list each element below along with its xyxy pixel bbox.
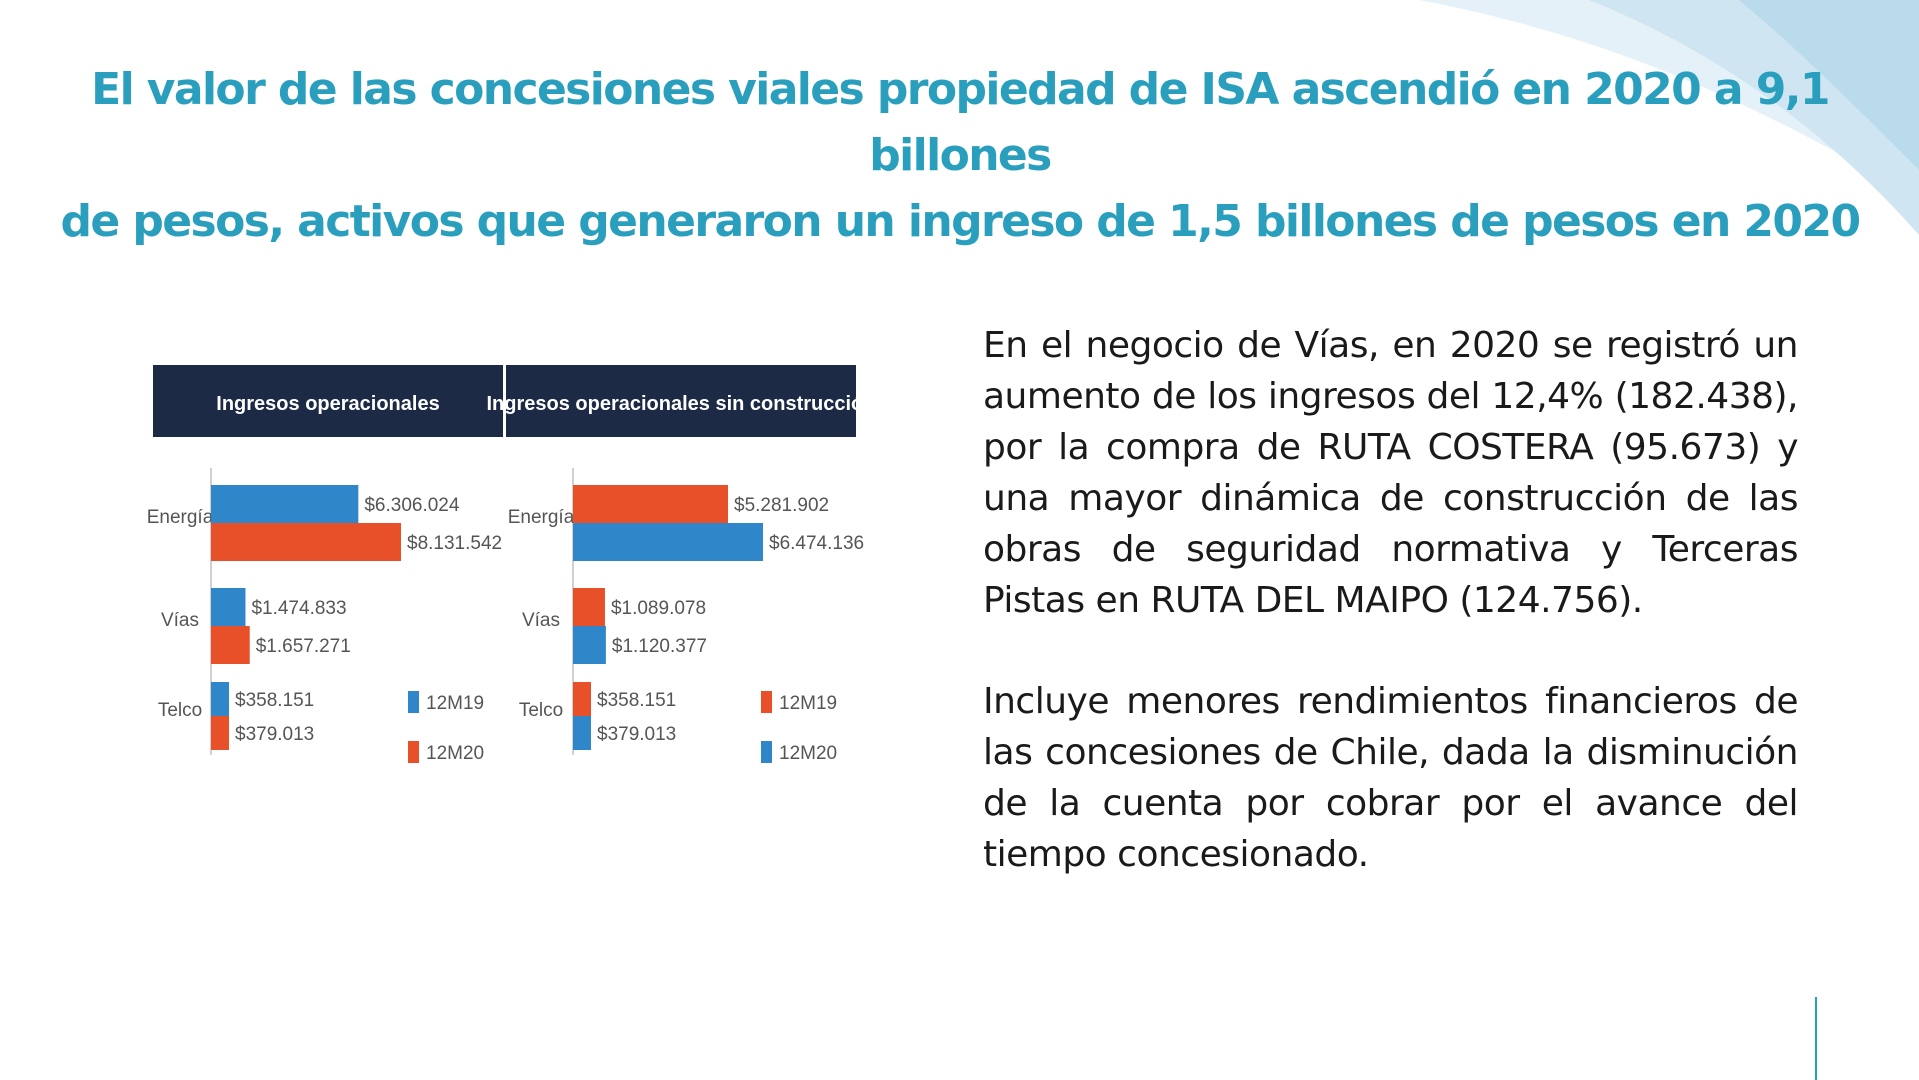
data-label: $6.306.024 bbox=[364, 495, 460, 516]
bar-1-telco-12m19 bbox=[211, 682, 229, 716]
bar-2-energía-12m20 bbox=[573, 523, 763, 561]
bar-charts: Ingresos operacionales Energía $6.306.024 $… bbox=[148, 365, 868, 764]
legend-label-12m19: 12M19 bbox=[426, 693, 484, 714]
legend-label-12m20: 12M20 bbox=[779, 743, 837, 764]
paragraph-vias: En el negocio de Vías, en 2020 se regist… bbox=[983, 325, 1799, 621]
bar-1-telco-12m20 bbox=[211, 716, 229, 750]
bar-2-vías-12m20 bbox=[573, 626, 606, 664]
category-label-vías: Vías bbox=[161, 610, 199, 631]
category-label-telco: Telco bbox=[158, 700, 202, 721]
chart-title-2: Ingresos operacionales sin construcción bbox=[486, 393, 868, 415]
data-label: $1.120.377 bbox=[612, 636, 707, 657]
legend-swatch-12m19 bbox=[761, 691, 772, 713]
bar-1-vías-12m19 bbox=[211, 588, 246, 626]
accent-line bbox=[1815, 997, 1817, 1080]
data-label: $6.474.136 bbox=[769, 533, 864, 554]
bar-2-telco-12m19 bbox=[573, 682, 591, 716]
bar-1-vías-12m20 bbox=[211, 626, 250, 664]
bar-1-energía-12m20 bbox=[211, 523, 401, 561]
body-text: En el negocio de Vías, en 2020 se regist… bbox=[983, 320, 1799, 930]
bar-2-vías-12m19 bbox=[573, 588, 605, 626]
chart-header-2 bbox=[506, 365, 856, 437]
category-label-energía: Energía bbox=[508, 507, 575, 528]
bar-1-energía-12m19 bbox=[211, 485, 359, 523]
data-label: $8.131.542 bbox=[407, 533, 502, 554]
chart-panel: Ingresos operacionales Energía $6.306.024 $… bbox=[148, 360, 868, 820]
legend-swatch-12m20 bbox=[408, 741, 419, 763]
data-label: $379.013 bbox=[235, 724, 314, 745]
data-label: $1.474.833 bbox=[251, 598, 346, 619]
page-title: El valor de las concesiones viales propi… bbox=[60, 57, 1862, 255]
legend-label-12m19: 12M19 bbox=[779, 693, 837, 714]
data-label: $379.013 bbox=[597, 724, 676, 745]
chart-title-1: Ingresos operacionales bbox=[216, 393, 439, 415]
category-label-energía: Energía bbox=[148, 507, 214, 528]
legend-swatch-12m19 bbox=[408, 691, 419, 713]
bar-2-telco-12m20 bbox=[573, 716, 591, 750]
data-label: $1.089.078 bbox=[611, 598, 706, 619]
data-label: $5.281.902 bbox=[734, 495, 829, 516]
title-line-2: de pesos, activos que generaron un ingre… bbox=[60, 196, 1862, 248]
data-label: $358.151 bbox=[235, 690, 314, 711]
bar-2-energía-12m19 bbox=[573, 485, 729, 523]
legend-label-12m20: 12M20 bbox=[426, 743, 484, 764]
category-label-telco: Telco bbox=[519, 700, 563, 721]
title-line-1: El valor de las concesiones viales propi… bbox=[91, 64, 1830, 182]
data-label: $358.151 bbox=[597, 690, 676, 711]
paragraph-chile: Incluye menores rendimientos financieros… bbox=[983, 681, 1799, 875]
chart-header-1 bbox=[153, 365, 503, 437]
data-label: $1.657.271 bbox=[256, 636, 351, 657]
legend-swatch-12m20 bbox=[761, 741, 772, 763]
category-label-vías: Vías bbox=[522, 610, 560, 631]
